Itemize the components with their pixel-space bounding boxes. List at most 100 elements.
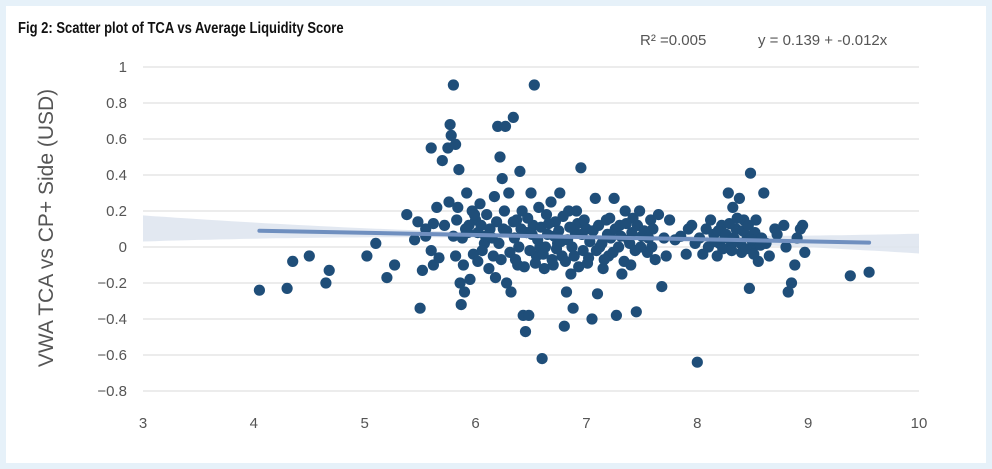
data-point [560,286,573,298]
data-point [472,255,484,267]
data-point [499,120,512,132]
data-point [733,192,746,204]
data-point [412,216,424,228]
data-point [597,263,609,275]
data-point [450,250,462,262]
y-tick-label: −0.4 [97,311,127,328]
data-point [409,234,421,246]
y-tick-label: −0.8 [97,383,127,400]
figure-title: Fig 2: Scatter plot of TCA vs Average Li… [18,20,344,37]
data-point [507,216,519,228]
data-point [501,277,513,289]
data-point [498,205,510,217]
y-tick-label: 0 [119,239,127,256]
data-point [647,223,659,235]
y-tick-label: −0.6 [97,347,127,364]
data-point [303,250,315,262]
data-point [660,250,672,262]
data-point [518,261,530,273]
data-point [389,259,401,271]
data-point [427,218,439,230]
data-point [748,248,760,260]
data-point [778,219,790,231]
data-point [634,205,646,217]
data-point [664,214,676,226]
data-point [481,209,493,221]
data-point [620,218,632,230]
data-point [525,187,537,199]
data-point [454,277,466,289]
data-point [536,353,548,365]
data-point [522,212,534,224]
data-point [799,246,811,258]
data-point [717,243,729,255]
data-point [533,201,545,213]
data-point [731,212,743,224]
x-tick-label: 4 [250,415,258,432]
data-point [488,191,500,203]
data-point [514,165,526,177]
regression-equation: y = 0.139 + -0.012x [758,32,888,49]
data-point [287,255,299,267]
data-point [844,270,856,282]
data-point [539,241,552,253]
data-point [433,252,445,264]
data-point [455,299,467,311]
data-point [780,241,792,253]
y-tick-label: −0.2 [97,275,127,292]
data-point [436,155,448,167]
data-point [474,198,486,210]
data-point [557,210,569,222]
data-point [750,214,762,226]
data-point [453,164,465,176]
data-point [635,241,647,253]
data-point [610,309,623,321]
data-point [782,286,794,298]
data-point [489,272,502,284]
data-point [464,273,476,285]
data-point [604,212,616,224]
x-tick-label: 6 [471,415,479,432]
data-point [494,151,506,163]
data-point [589,192,601,204]
data-point [758,187,770,199]
data-point [545,196,557,208]
data-point [586,313,598,325]
data-point [567,302,579,314]
data-point [460,223,472,235]
data-point [646,241,658,253]
data-point [645,214,657,226]
y-tick-label: 0.6 [106,131,127,148]
data-point [581,257,594,269]
data-point [361,250,373,262]
x-tick-label: 9 [804,415,812,432]
figure-panel: Fig 2: Scatter plot of TCA vs Average Li… [6,6,986,463]
data-point [566,241,578,253]
data-point [323,264,335,276]
y-tick-label: 0.2 [106,203,127,220]
data-point [619,205,631,217]
data-point [519,326,532,338]
data-point [789,259,801,271]
data-point [538,263,550,275]
data-point [509,254,522,266]
data-point [431,201,443,213]
data-point [578,214,590,226]
data-point [743,282,756,294]
data-point [554,187,566,199]
data-point [558,320,570,332]
data-point [763,250,775,262]
data-point [492,120,504,132]
data-point [785,277,798,289]
scatter-chart: 10.80.60.40.20−0.2−0.4−0.6−0.83 4 5 6 7 8 9 10 … [35,32,927,432]
data-point [458,286,471,298]
data-point [370,237,382,249]
x-tick-label: 3 [139,415,147,432]
data-point [450,138,462,150]
data-point [281,282,293,294]
data-point [416,264,428,276]
data-point [425,245,437,257]
data-point [505,286,517,298]
data-point [461,187,473,199]
data-point [771,228,783,240]
